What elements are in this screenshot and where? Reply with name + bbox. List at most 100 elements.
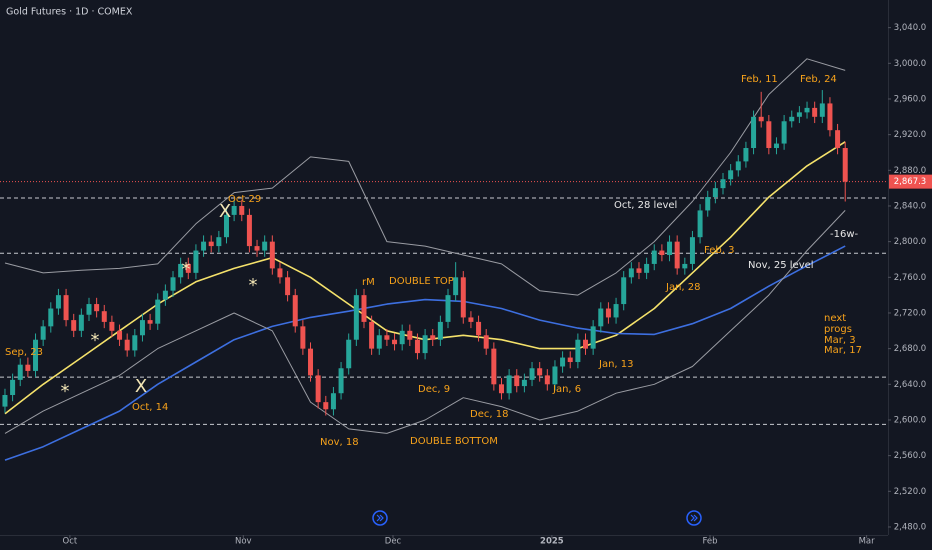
candle-body [315,375,321,403]
annotation: DOUBLE BOTTOM [410,436,498,447]
candle-body [246,214,252,247]
candle-body [590,326,596,349]
candle-body [613,304,619,318]
x-tick-label: 2025 [540,537,564,547]
candle-body [735,161,741,171]
candle-body [521,379,527,387]
x-tick-label: Mar [859,537,876,547]
candle-body [376,335,382,349]
annotation: Mar, 17 [824,345,862,356]
candle-body [414,339,420,354]
candle-body [598,308,604,327]
candle-body [796,112,802,117]
candle-body [25,364,31,371]
candle-body [185,263,191,273]
annotation: Nov, 25 level [748,260,814,271]
annotation: Dec, 9 [418,384,450,395]
candle-body [812,107,818,117]
candle-body [483,335,489,349]
marker: * [91,330,100,351]
candle-body [323,402,329,410]
candle-body [430,335,436,340]
candle-body [712,188,718,198]
candle-body [346,339,352,369]
candle-body [689,237,695,264]
candle-body [766,121,772,149]
candle-body [537,368,543,376]
candle-body [231,205,237,215]
candle-body [407,330,413,340]
candle-body [804,107,810,113]
annotation: Oct 29 [228,194,261,205]
annotation: Sep, 23 [5,347,43,358]
candle-body [544,375,550,385]
candle-body [353,295,359,340]
annotation: Mar, 3 [824,335,856,346]
marker: X [219,201,231,222]
candle-body [399,330,405,345]
x-tick-label: Nov [235,537,252,547]
candle-body [254,246,260,251]
candle-body [201,241,207,251]
candle-body [667,241,673,256]
candle-body [705,197,711,211]
candle-body [453,277,459,296]
candle-body [605,308,611,318]
candle-body [48,308,54,327]
candle-body [567,357,573,363]
candle-body [193,250,199,273]
y-tick-label: 2,800.0 [894,237,926,247]
candle-body [170,277,176,291]
candle-body [476,321,482,336]
candle-body [819,103,825,117]
candle-body [437,321,443,340]
candle-body [651,250,657,264]
annotation: Oct, 14 [132,402,168,413]
annotation: Jan, 6 [552,384,581,395]
annotation: Feb, 24 [800,74,837,85]
annotation: Nov, 18 [320,437,359,448]
candle-body [330,393,336,410]
candle-body [827,103,833,131]
candle-body [674,241,680,269]
candle-body [223,214,229,238]
candle-body [147,320,153,324]
candle-body [361,295,367,322]
indicator-line [4,245,846,461]
candle-body [514,375,520,387]
candle-body [682,263,688,269]
candle-body [369,321,375,349]
candle-body [2,395,8,407]
candle-body [262,241,268,251]
candle-body [300,326,306,349]
candle-body [460,277,466,318]
event-icon[interactable] [372,510,388,526]
candle-body [781,121,787,144]
chart-title: Gold Futures · 1D · COMEX [6,7,133,18]
candle-body [560,357,566,367]
y-tick-label: 2,880.0 [894,166,926,176]
candle-body [139,320,145,336]
y-tick-label: 3,040.0 [894,23,926,33]
annotation: next [824,313,846,324]
candle-body [506,375,512,394]
y-tick-label: 2,480.0 [894,522,926,532]
annotation: progs [824,324,852,335]
candle-body [178,263,184,278]
candle-body [773,143,779,149]
annotation: Feb, 3 [704,245,734,256]
candle-body [94,304,100,312]
marker: X [135,376,147,397]
y-tick-label: 2,960.0 [894,94,926,104]
candle-body [124,339,130,351]
candle-body [659,250,665,256]
annotation: Dec, 18 [470,409,508,420]
candle-body [10,379,16,396]
candle-body [743,148,749,162]
candle-body [338,368,344,394]
price-label-box [889,174,932,189]
candle-body [636,268,642,273]
candle-body [583,339,589,349]
candle-body [621,277,627,305]
event-icon[interactable] [686,510,702,526]
